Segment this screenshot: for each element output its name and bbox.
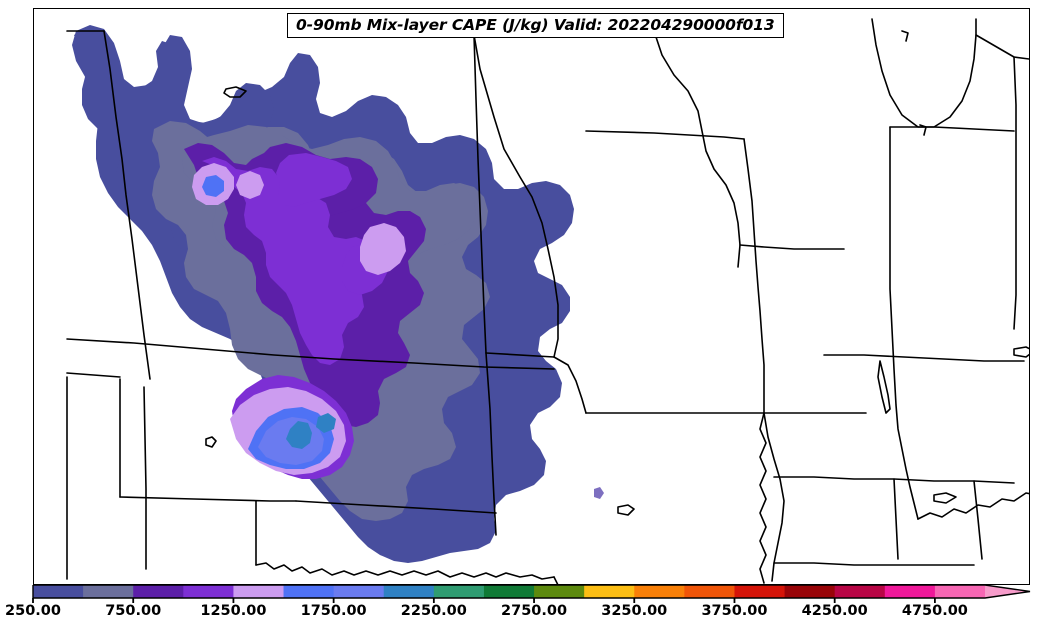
colorbar-swatch — [133, 585, 184, 598]
boundary-ne-ia — [553, 356, 587, 414]
state-boundaries — [66, 18, 1029, 584]
boundary-sd-ia — [485, 352, 555, 358]
colorbar-swatch — [634, 585, 685, 598]
colorbar-swatch — [83, 585, 134, 598]
boundary-ohio-river — [917, 492, 1029, 520]
colorbar-swatch — [534, 585, 585, 598]
map-panel — [33, 8, 1030, 585]
cape-contour-2000-max — [286, 421, 312, 449]
boundary-wi-il — [739, 244, 845, 250]
cape-contour-1500-north — [202, 175, 224, 197]
colorbar-tick-labels: 250.00 750.00 1250.00 1750.00 2250.00 2750.00… — [0, 603, 1042, 633]
boundary-nd-mn — [473, 34, 559, 358]
colorbar-tick-label: 2750.00 — [501, 603, 568, 619]
colorbar-tick-label: 1250.00 — [200, 603, 267, 619]
cape-contour-1000-north — [276, 153, 352, 207]
boundary-lake-mi-inner — [901, 30, 909, 42]
boundary-ia-mn — [585, 130, 745, 140]
plot-title: 0-90mb Mix-layer CAPE (J/kg) Valid: 2022… — [287, 13, 784, 39]
boundary-id-mt-diag — [103, 30, 151, 380]
boundary-mt-wy — [66, 338, 555, 370]
boundary-in-north — [889, 126, 1015, 132]
colorbar-swatch — [283, 585, 335, 598]
boundary-wy-south — [119, 496, 297, 502]
colorbar-outline — [32, 585, 1031, 599]
lake-texoma — [617, 504, 635, 516]
boundary-al-ga — [973, 480, 983, 560]
colorbar-tick-label: 250.00 — [5, 603, 61, 619]
boundary-ms-al — [893, 478, 899, 560]
colorbar-swatch — [784, 585, 836, 598]
colorbar-extend-max-arrow — [985, 585, 1030, 598]
colorbar-swatch — [584, 585, 635, 598]
boundary-mn-wi — [653, 30, 741, 268]
boundary-il-in — [889, 126, 919, 520]
colorbar-swatch — [183, 585, 235, 598]
boundary-ut-nv — [66, 372, 121, 378]
lake-ms-small — [933, 492, 957, 504]
boundary-ks-mo — [485, 352, 497, 536]
colorbar-swatch — [383, 585, 435, 598]
boundary-oh-north — [975, 34, 1029, 60]
colorbar-tick-label: 1750.00 — [300, 603, 367, 619]
colorbar-tick-label: 2250.00 — [400, 603, 467, 619]
colorbar-swatches — [32, 585, 1031, 603]
colorbar-swatch — [884, 585, 936, 598]
cape-field — [34, 9, 1029, 584]
colorbar-segment-group — [32, 585, 1031, 599]
map-canvas — [34, 9, 1029, 584]
boundary-ky-tn-north — [823, 354, 1025, 362]
cape-contour-1250-mid — [360, 223, 406, 275]
boundary-red-river — [255, 562, 555, 580]
lake-small-nm — [205, 436, 217, 448]
lake-kentucky — [877, 360, 891, 414]
lake-tn-small — [1013, 346, 1029, 358]
colorbar-tick-label: 750.00 — [105, 603, 162, 619]
colorbar: 250.00 750.00 1250.00 1750.00 2250.00 2750.00… — [0, 585, 1042, 633]
boundary-nd-sd — [473, 34, 487, 354]
colorbar-swatch — [834, 585, 886, 598]
cape-contour-1000 — [202, 157, 370, 365]
colorbar-swatch — [734, 585, 786, 598]
cape-contour-speck — [594, 487, 604, 499]
colorbar-swatch — [934, 585, 986, 598]
boundary-ar-la — [773, 562, 975, 566]
colorbar-tick-label: 4750.00 — [901, 603, 968, 619]
cape-contour-2000-max2 — [316, 413, 336, 433]
plot-title-text: 0-90mb Mix-layer CAPE (J/kg) Valid: 2022… — [296, 16, 775, 34]
boundary-in-oh — [1013, 56, 1017, 330]
boundary-ok-n — [295, 500, 497, 514]
lake-oahe — [223, 86, 247, 98]
colorbar-tick-label: 3250.00 — [601, 603, 668, 619]
boundary-il-ia-ms-river — [743, 138, 785, 582]
colorbar-swatch — [233, 585, 285, 598]
cape-contour-1250-northb — [236, 171, 264, 199]
colorbar-tick-group — [32, 598, 936, 603]
colorbar-swatch — [433, 585, 485, 598]
colorbar-swatch — [333, 585, 385, 598]
colorbar-swatch — [483, 585, 535, 598]
boundary-nm-west — [143, 386, 147, 570]
boundary-tx-east — [553, 576, 559, 584]
colorbar-swatch — [684, 585, 736, 598]
colorbar-swatch — [33, 585, 84, 598]
colorbar-tick-label: 4250.00 — [801, 603, 868, 619]
colorbar-tick-label: 3750.00 — [701, 603, 768, 619]
mississippi-river — [759, 412, 767, 584]
